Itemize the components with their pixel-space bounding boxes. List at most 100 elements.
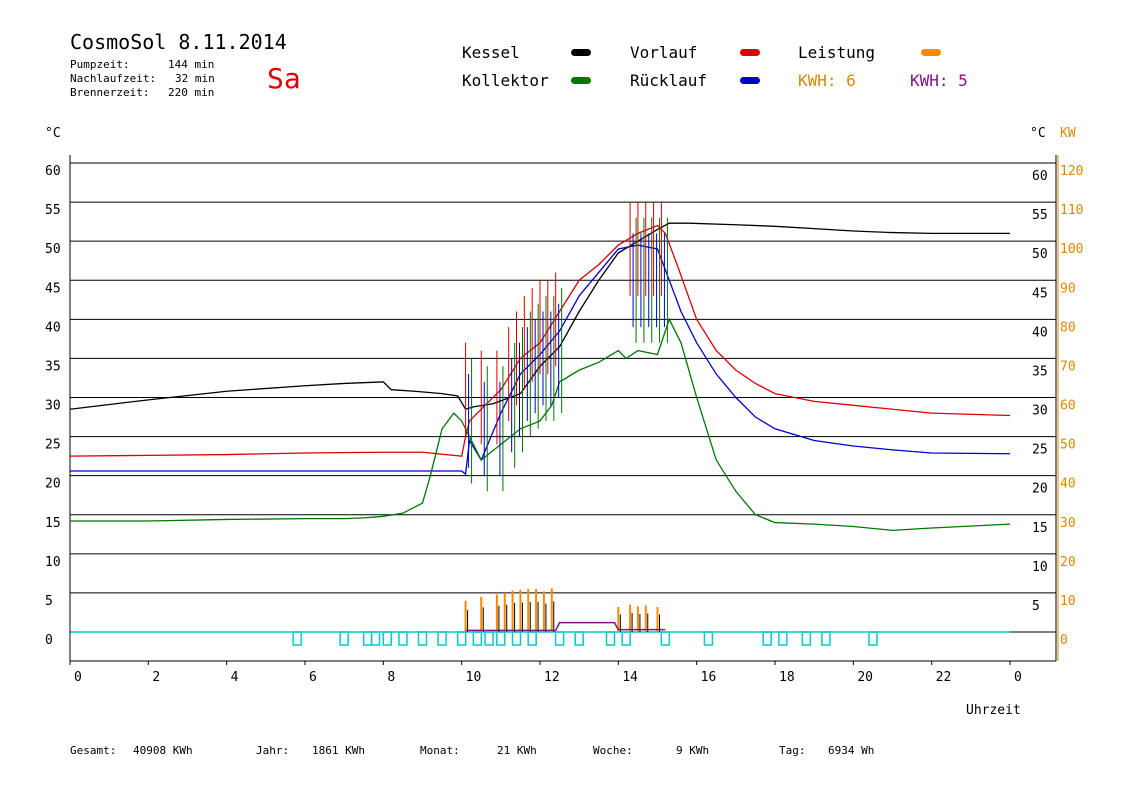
pump-marker [370,631,381,646]
y-tick-right: 30 [1032,404,1048,419]
pump-marker [362,631,373,646]
kw-tick: 60 [1060,399,1076,414]
pump-marker [821,631,831,646]
series-line-ruecklauf [70,244,1011,476]
x-axis-title: Uhrzeit [966,703,1021,718]
footer-jahr-label: Jahr: [256,744,290,757]
legend-kwh-second: KWH: 5 [910,71,968,90]
pump-marker [398,631,408,646]
pump-marker [868,631,878,646]
pump-marker [554,631,565,646]
y-tick-left: 60 [45,164,61,179]
y-tick-left: 25 [45,438,61,453]
legend-kwh-leistung: KWH: 6 [798,71,856,90]
pump-marker [339,631,349,646]
footer-monat-label: Monat: [420,744,460,757]
y-tick-right: 45 [1032,286,1048,301]
y-tick-right: 40 [1032,325,1048,340]
y-tick-left: 50 [45,242,61,257]
pump-marker [527,631,537,646]
kw-tick: 50 [1060,438,1076,453]
y-tick-right: 60 [1032,169,1048,184]
pump-marker [417,631,428,646]
x-tick-label: 0 [74,670,82,685]
x-tick-label: 16 [701,670,717,685]
footer-jahr-value: 1861 KWh [312,744,365,757]
x-tick-label: 22 [936,670,952,685]
legend-kessel-label: Kessel [462,43,520,62]
pump-marker [456,631,467,646]
kw-tick: 0 [1060,633,1068,648]
pump-marker [484,631,494,646]
y-tick-left: 55 [45,203,61,218]
pump-marker [778,631,788,646]
legend-vorlauf-label: Vorlauf [630,43,698,62]
x-tick-label: 14 [622,670,638,685]
y-tick-left: 45 [45,281,61,296]
x-tick-label: 10 [466,670,482,685]
pump-time-value: 144 min [168,58,215,71]
footer-tag-value: 6934 Wh [828,744,875,757]
y-tick-left: 0 [45,633,53,648]
y-tick-left: 10 [45,555,61,570]
y-tick-right: 50 [1032,247,1048,262]
y-tick-right: 20 [1032,482,1048,497]
legend-ruecklauf-label: Rücklauf [630,71,708,90]
footer-woche-label: Woche: [593,744,633,757]
x-tick-label: 12 [544,670,560,685]
pump-marker [621,631,631,646]
legend-kollektor-label: Kollektor [462,71,549,90]
kw-tick: 90 [1060,281,1076,296]
y-tick-right: 25 [1032,443,1048,458]
kw-tick: 40 [1060,477,1076,492]
y-tick-left: 35 [45,359,61,374]
kw-tick: 30 [1060,516,1076,531]
footer-monat-value: 21 KWh [497,744,537,757]
legend-leistung-swatch [921,49,941,56]
pump-marker [496,631,506,646]
kw-axis-unit: KW [1060,126,1076,141]
footer-woche-value: 9 KWh [676,744,710,757]
kw-tick: 80 [1060,320,1076,335]
pump-marker [762,631,772,646]
x-tick-label: 0 [1014,670,1022,685]
nachlauf-time-label: Nachlaufzeit: [70,72,157,85]
pump-time-label: Pumpzeit: [70,58,130,71]
footer-tag-label: Tag: [779,744,806,757]
pump-marker [703,631,714,646]
weekday-label: Sa [267,62,301,95]
kw-tick: 70 [1060,359,1076,374]
brenner-time-value: 220 min [168,86,215,99]
chart-title: CosmoSol 8.11.2014 [70,30,287,54]
pump-marker [801,631,812,646]
y-tick-left: 30 [45,399,61,414]
pump-marker [472,631,483,646]
legend-vorlauf-swatch [740,49,760,56]
kw-tick: 120 [1060,164,1083,179]
y-tick-left: 20 [45,477,61,492]
y-tick-right: 10 [1032,560,1048,575]
footer-gesamt-label: Gesamt: [70,744,117,757]
kwh2-line [465,621,666,632]
series-line-vorlauf [69,224,1011,457]
legend-kollektor-swatch [571,77,591,84]
pump-marker [511,631,522,646]
kw-tick: 100 [1060,242,1083,257]
pump-marker [574,631,584,646]
legend-ruecklauf-swatch [740,77,760,84]
pump-marker [382,631,392,646]
nachlauf-time-value: 32 min [175,72,215,85]
y-tick-right: 5 [1032,599,1040,614]
y-axis-right-unit: °C [1030,126,1046,141]
y-axis-left-unit: °C [45,126,61,141]
x-tick-label: 18 [779,670,795,685]
y-tick-right: 35 [1032,364,1048,379]
x-tick-label: 4 [231,670,239,685]
pump-marker [605,631,616,646]
pump-marker [292,631,302,646]
series-line-kollektor [70,317,1011,532]
y-tick-left: 40 [45,320,61,335]
y-tick-right: 55 [1032,208,1048,223]
kw-tick: 10 [1060,594,1076,609]
